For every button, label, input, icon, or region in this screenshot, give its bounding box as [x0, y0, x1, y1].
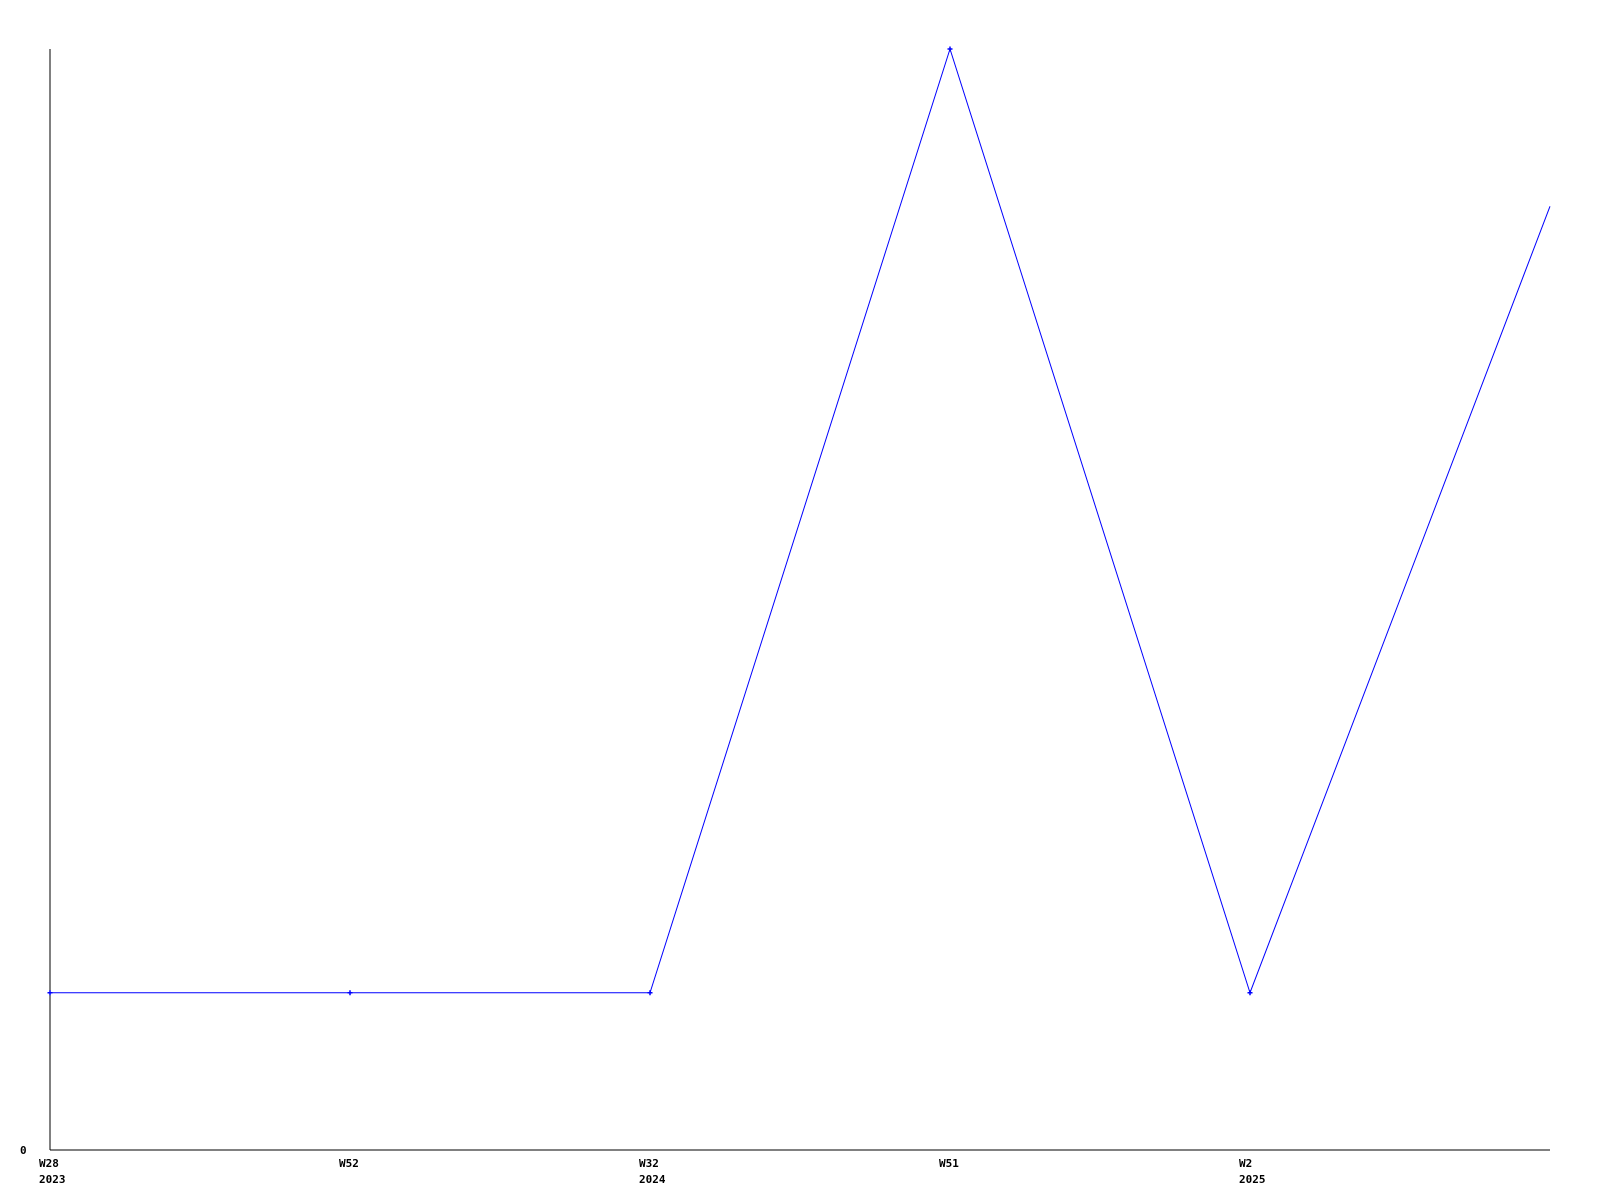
series-line	[50, 47, 1551, 995]
x-tick-label-week: W52	[339, 1157, 359, 1170]
x-tick-label-week: W32	[639, 1157, 659, 1170]
data-point	[347, 990, 353, 996]
y-tick-label-0: 0	[20, 1144, 27, 1157]
data-point	[947, 46, 953, 52]
x-tick-label-week: W51	[939, 1157, 959, 1170]
x-tick-label-year: 2024	[639, 1173, 666, 1186]
data-point	[47, 990, 53, 996]
data-point	[1247, 990, 1253, 996]
x-tick-label-week: W2	[1239, 1157, 1252, 1170]
x-tick-label-year: 2025	[1239, 1173, 1266, 1186]
x-tick-label-week: W28	[39, 1157, 59, 1170]
x-tick-label-year: 2023	[39, 1173, 66, 1186]
data-point	[647, 990, 653, 996]
